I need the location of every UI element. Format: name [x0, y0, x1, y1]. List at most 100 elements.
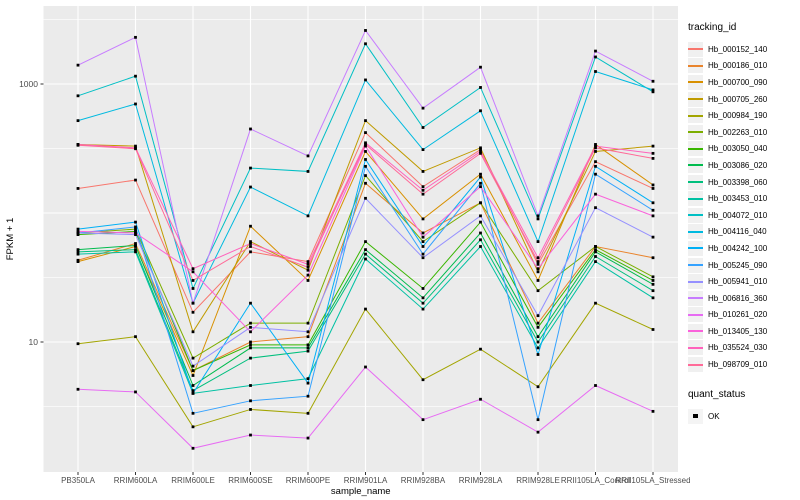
x-axis-title: sample_name	[331, 486, 391, 497]
data-point	[306, 273, 310, 277]
data-point	[306, 154, 310, 158]
data-point	[76, 63, 80, 67]
x-axis-tick-label: RRIM928BA	[401, 476, 446, 485]
data-point	[306, 346, 310, 350]
data-point	[594, 206, 597, 210]
data-point	[651, 157, 655, 160]
data-point	[191, 267, 195, 271]
data-point	[306, 335, 310, 339]
legend-key	[688, 323, 703, 339]
data-point	[364, 119, 367, 123]
data-point	[594, 143, 597, 146]
data-point	[479, 347, 482, 351]
data-point	[76, 187, 80, 190]
data-point	[421, 301, 425, 305]
data-point	[421, 307, 425, 311]
data-point	[76, 342, 80, 346]
data-point	[479, 181, 482, 185]
data-point	[651, 79, 655, 83]
data-point	[421, 170, 425, 173]
data-point	[134, 102, 137, 106]
data-point	[594, 49, 597, 53]
legend-item-label: Hb_098709_010	[708, 360, 768, 370]
x-axis-tick-label: RRIM928LE	[516, 476, 560, 485]
legend-item-label: Hb_013405_130	[708, 326, 768, 336]
data-point	[651, 187, 655, 190]
data-point	[134, 335, 137, 339]
data-point	[536, 340, 540, 344]
data-point	[536, 418, 540, 422]
data-point	[191, 364, 195, 368]
y-axis-title: FPKM + 1	[5, 218, 16, 261]
data-point	[651, 279, 655, 282]
data-point	[364, 174, 367, 177]
legend-item-label: Hb_005941_010	[708, 277, 768, 287]
legend-item: Hb_005941_010	[688, 273, 798, 290]
data-point	[421, 235, 425, 239]
legend-item: Hb_035524_030	[688, 340, 798, 357]
data-point	[479, 150, 482, 153]
data-point	[249, 240, 252, 244]
data-point	[479, 238, 482, 242]
data-point	[306, 279, 310, 282]
x-axis-tick-label: RRIM600LE	[171, 476, 215, 485]
data-point	[249, 340, 252, 344]
data-point	[306, 436, 310, 440]
data-point	[421, 106, 425, 110]
data-point	[651, 409, 655, 413]
x-axis-tick-label: PB350LA	[61, 476, 95, 485]
data-point	[536, 262, 540, 266]
legend-title-quant-status: quant_status	[688, 388, 746, 400]
data-point	[364, 181, 367, 185]
data-point	[191, 287, 195, 290]
series-color-line-icon	[688, 313, 703, 316]
data-point	[249, 166, 252, 170]
data-point	[594, 245, 597, 248]
data-point	[364, 144, 367, 148]
legend-key	[688, 124, 703, 140]
legend-key	[688, 191, 703, 207]
series-color-line-icon	[688, 48, 703, 51]
data-point	[191, 446, 195, 450]
data-point	[191, 330, 195, 334]
data-point	[651, 235, 655, 239]
data-point	[594, 55, 597, 59]
series-color-line-icon	[688, 114, 703, 117]
data-point	[364, 141, 367, 145]
data-point	[134, 390, 137, 394]
legend-item: Hb_002263_010	[688, 124, 798, 141]
legend-item-label: Hb_000700_090	[708, 77, 768, 87]
data-point	[594, 260, 597, 264]
data-point	[306, 262, 310, 266]
black-square-point-icon	[693, 413, 698, 419]
data-point	[594, 164, 597, 168]
legend-item: Hb_013405_130	[688, 323, 798, 340]
legend-item: Hb_000700_090	[688, 74, 798, 91]
x-axis-tick-label: RRIM928LA	[459, 476, 503, 485]
data-point	[306, 381, 310, 385]
data-point	[651, 183, 655, 187]
legend-item-label: Hb_000152_140	[708, 44, 768, 54]
data-point	[594, 172, 597, 176]
data-point	[651, 328, 655, 331]
legend-item-label: OK	[708, 411, 720, 421]
data-point	[536, 256, 540, 260]
data-point	[134, 231, 137, 235]
data-point	[421, 418, 425, 422]
legend-key	[688, 174, 703, 190]
legend-item: Hb_003398_060	[688, 174, 798, 191]
legend-key	[688, 340, 703, 356]
data-point	[651, 88, 655, 92]
legend-item: Hb_004242_100	[688, 240, 798, 257]
data-point	[364, 78, 367, 82]
x-axis-tick-label: RRII105LA_Stressed	[615, 476, 690, 485]
data-point	[134, 35, 137, 39]
legend-key	[688, 207, 703, 223]
data-point	[306, 330, 310, 334]
data-point	[364, 164, 367, 168]
data-point	[134, 147, 137, 151]
data-point	[191, 356, 195, 360]
data-point	[76, 387, 80, 391]
data-point	[479, 146, 482, 150]
data-point	[306, 260, 310, 264]
